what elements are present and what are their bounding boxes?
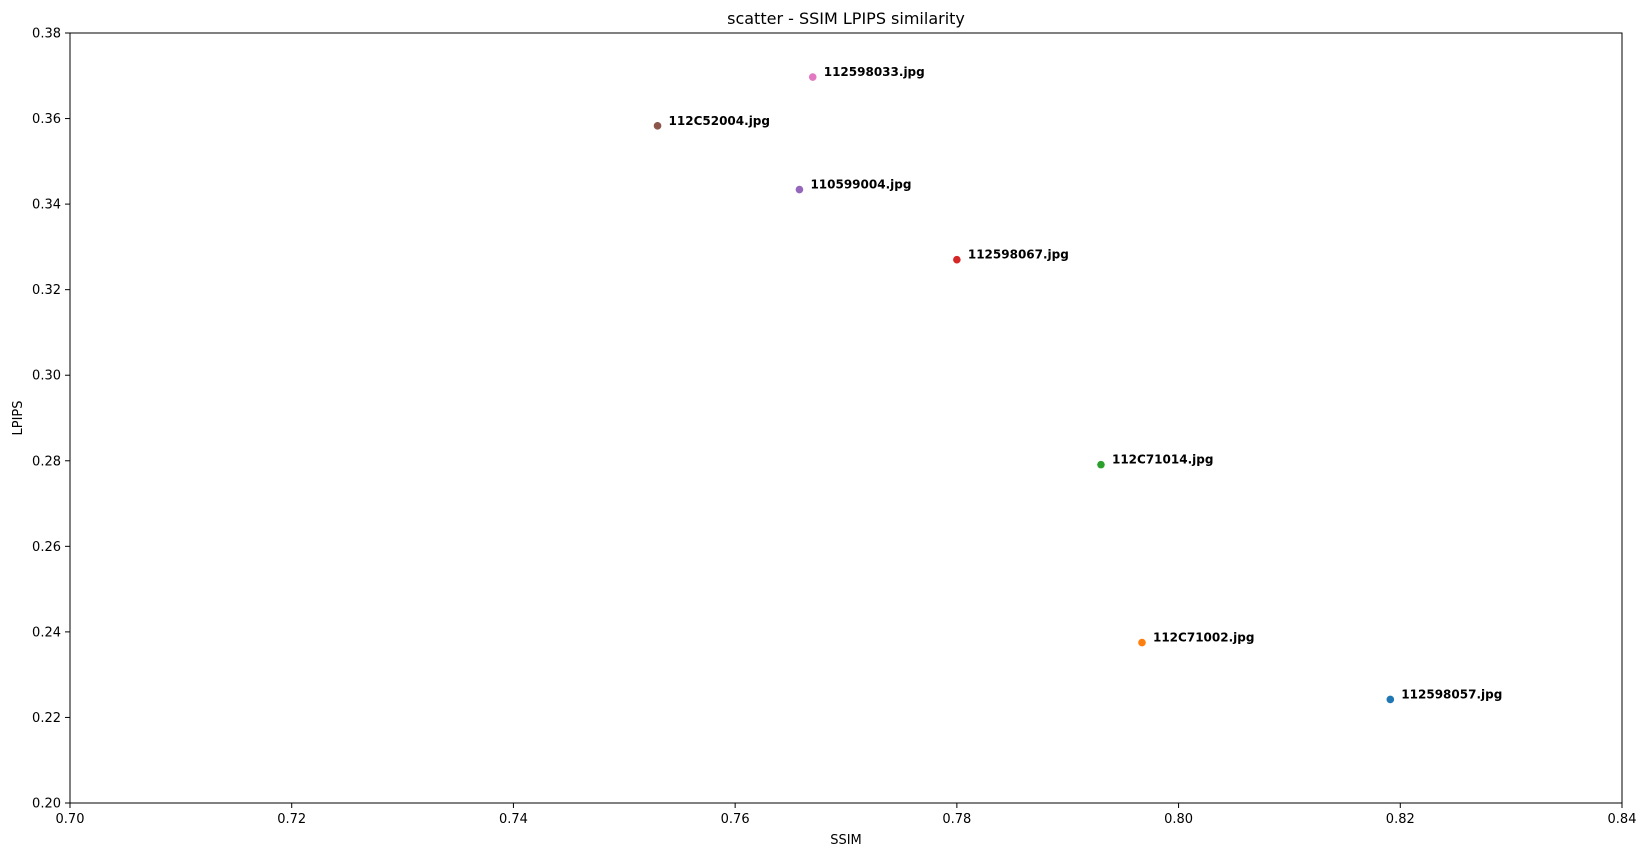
x-tick-label: 0.84: [1608, 812, 1637, 827]
x-axis: 0.70 0.72 0.74 0.76 0.78 0.80 0.82 0.84: [56, 803, 1637, 827]
x-tick-label: 0.70: [56, 812, 85, 827]
y-tick-label: 0.20: [32, 797, 61, 812]
x-axis-label: SSIM: [830, 833, 862, 848]
y-axis-label: LPIPS: [11, 400, 26, 435]
data-point: [808, 73, 817, 81]
y-tick-label: 0.22: [32, 711, 61, 726]
y-tick-label: 0.24: [32, 625, 61, 640]
plot-frame: [69, 32, 1623, 804]
x-tick-label: 0.82: [1386, 812, 1415, 827]
data-point: [653, 122, 662, 130]
data-point-label: 112C52004.jpg: [669, 114, 770, 128]
y-tick-label: 0.32: [32, 283, 61, 298]
data-point-label: 112C71002.jpg: [1153, 631, 1254, 645]
data-point: [1138, 638, 1146, 647]
data-point-label: 112598057.jpg: [1401, 687, 1502, 701]
x-tick-label: 0.76: [721, 812, 750, 827]
data-point-label: 112C71014.jpg: [1112, 453, 1213, 467]
data-point-label: 112598033.jpg: [824, 65, 925, 79]
x-tick-label: 0.80: [1164, 812, 1193, 827]
y-tick-label: 0.28: [32, 454, 61, 469]
data-point: [795, 185, 804, 194]
data-point: [953, 255, 961, 264]
y-axis: 0.20 0.22 0.24 0.26 0.28 0.30 0.32 0.34 0.36 0.38: [32, 27, 70, 812]
data-point-label: 110599004.jpg: [810, 178, 911, 192]
data-point: [1386, 695, 1395, 704]
data-point: [1097, 460, 1105, 469]
data-point-label: 112598067.jpg: [968, 248, 1069, 262]
y-tick-label: 0.30: [32, 369, 61, 384]
x-tick-label: 0.78: [942, 812, 971, 827]
chart-title: scatter - SSIM LPIPS similarity: [727, 9, 965, 28]
y-tick-label: 0.34: [32, 198, 61, 213]
y-tick-label: 0.26: [32, 540, 61, 555]
data-points: 112598057.jpg 112C71002.jpg 112C71014.jpg 1…: [653, 65, 1502, 704]
x-tick-label: 0.72: [277, 812, 306, 827]
x-tick-label: 0.74: [499, 812, 528, 827]
y-tick-label: 0.36: [32, 112, 61, 127]
y-tick-label: 0.38: [32, 27, 61, 42]
